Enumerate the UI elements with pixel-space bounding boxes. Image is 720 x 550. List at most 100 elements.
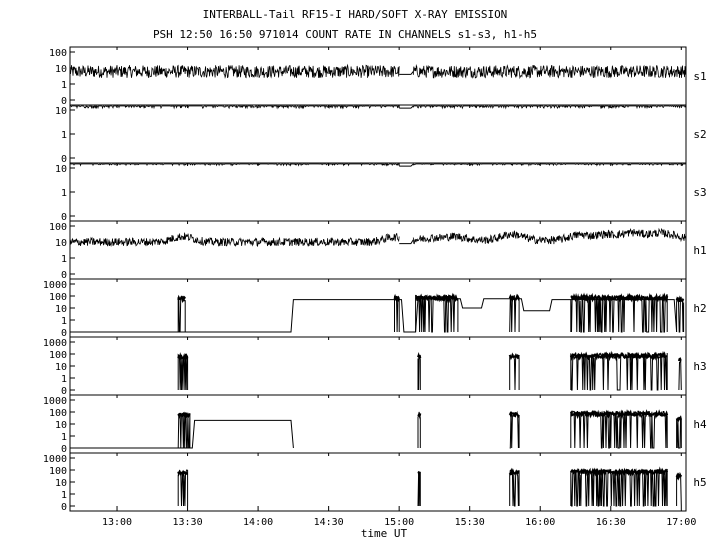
y-tick-label-s3: 1 xyxy=(61,188,67,199)
y-tick-label-h3: 10 xyxy=(55,362,67,373)
channel-label-h2: h2 xyxy=(693,302,706,315)
panel-frame xyxy=(69,278,687,338)
x-tick-label: 15:30 xyxy=(455,517,485,528)
y-tick-label-h3: 0 xyxy=(61,386,67,397)
series-line-h1 xyxy=(69,232,400,248)
x-tick-label: 15:00 xyxy=(384,517,414,528)
y-tick-label-h4: 10 xyxy=(55,420,67,431)
series-line-s3 xyxy=(70,162,400,167)
y-tick-label-s2: 0 xyxy=(61,154,67,165)
y-tick-label-h5: 1 xyxy=(61,490,67,501)
series-step-s2 xyxy=(399,105,414,109)
y-tick-label-h4: 1 xyxy=(61,432,67,443)
panels-group: 1001010s11010s21010s31001010h11000100101… xyxy=(43,46,707,513)
series-burst-top-h5 xyxy=(570,466,669,478)
series-burst-top-h4 xyxy=(675,416,683,422)
y-tick-label-h2: 0 xyxy=(61,328,67,339)
series-line-s2 xyxy=(70,104,400,110)
series-burst-h5 xyxy=(417,471,421,507)
y-tick-label-h2: 10 xyxy=(55,304,67,315)
series-burst-top-h3 xyxy=(569,350,668,362)
series-line-s3 xyxy=(412,163,686,167)
series-burst-h3 xyxy=(509,353,520,391)
series-burst-top-h2 xyxy=(570,292,669,304)
series-burst-top-h2 xyxy=(675,295,685,303)
channel-label-s2: s2 xyxy=(693,128,706,141)
y-tick-label-h5: 0 xyxy=(61,502,67,513)
series-step-s1 xyxy=(399,71,414,75)
y-tick-label-h5: 100 xyxy=(49,466,67,477)
channel-label-s3: s3 xyxy=(693,186,706,199)
y-tick-label-s2: 1 xyxy=(61,130,67,141)
x-tick-label: 13:00 xyxy=(102,517,132,528)
series-burst-top-h5 xyxy=(508,467,520,478)
series-burst-top-h3 xyxy=(508,352,520,360)
series-burst-top-h2 xyxy=(393,293,401,303)
x-axis: 13:00 13:30 14:00 14:30 15:00 15:30 16:00 16:30… xyxy=(102,47,696,528)
channel-label-s1: s1 xyxy=(693,70,706,83)
y-tick-label-h5: 10 xyxy=(55,478,67,489)
series-burst-top-h2 xyxy=(415,292,459,304)
y-tick-label-h2: 1 xyxy=(61,316,67,327)
x-axis-label: time UT xyxy=(361,527,408,540)
channel-label-h4: h4 xyxy=(693,418,707,431)
y-tick-label-h5: 1000 xyxy=(43,454,67,465)
y-tick-label-h1: 10 xyxy=(55,238,67,249)
series-burst-h2 xyxy=(415,293,459,333)
series-burst-top-h3 xyxy=(677,357,682,362)
series-burst-top-h3 xyxy=(417,351,422,361)
series-burst-top-h4 xyxy=(177,411,191,420)
series-line-h1 xyxy=(412,227,687,245)
series-burst-top-h4 xyxy=(570,409,669,420)
series-burst-top-h5 xyxy=(417,470,421,478)
y-tick-label-h3: 100 xyxy=(49,350,67,361)
series-burst-h2 xyxy=(177,295,186,333)
channel-label-h5: h5 xyxy=(693,476,706,489)
panel-frame xyxy=(69,104,687,164)
series-step-h4 xyxy=(70,419,294,449)
series-burst-top-h4 xyxy=(417,411,422,420)
series-burst-h4 xyxy=(177,412,191,449)
y-tick-label-h1: 1 xyxy=(61,254,67,265)
y-tick-label-s1: 1 xyxy=(61,80,67,91)
series-burst-h3 xyxy=(417,355,421,391)
series-burst-top-h2 xyxy=(508,293,520,302)
x-tick-label: 16:00 xyxy=(525,517,555,528)
chart-subtitle: PSH 12:50 16:50 971014 COUNT RATE IN CHA… xyxy=(153,28,537,41)
panel-frame xyxy=(69,394,687,454)
y-tick-label-s1: 0 xyxy=(61,96,67,107)
y-tick-label-h4: 1000 xyxy=(43,396,67,407)
y-tick-label-h2: 1000 xyxy=(43,280,67,291)
series-burst-top-h4 xyxy=(508,411,520,420)
series-burst-top-h3 xyxy=(177,352,189,361)
x-tick-label: 16:30 xyxy=(596,517,626,528)
channel-label-h1: h1 xyxy=(693,244,706,257)
y-tick-label-h4: 0 xyxy=(61,444,67,455)
y-tick-label-s1: 10 xyxy=(55,64,67,75)
y-tick-label-s3: 0 xyxy=(61,212,67,223)
series-burst-h5 xyxy=(570,467,668,507)
x-tick-label: 14:00 xyxy=(243,517,273,528)
series-burst-top-h5 xyxy=(177,469,189,478)
panel-frame xyxy=(69,220,687,280)
series-step-s3 xyxy=(399,163,414,167)
channel-label-h3: h3 xyxy=(693,360,706,373)
series-line-s2 xyxy=(412,104,686,110)
x-tick-label: 13:30 xyxy=(173,517,203,528)
series-burst-h3 xyxy=(678,359,682,391)
y-tick-label-h1: 100 xyxy=(49,222,67,233)
series-step-h1 xyxy=(399,239,414,245)
y-tick-label-s3: 10 xyxy=(55,164,67,175)
series-burst-top-h2 xyxy=(177,294,186,304)
series-burst-top-h5 xyxy=(675,472,683,481)
x-tick-label: 14:30 xyxy=(314,517,344,528)
panel-frame xyxy=(69,162,687,222)
y-tick-label-h4: 100 xyxy=(49,408,67,419)
series-burst-h4 xyxy=(676,415,682,449)
series-line-s1 xyxy=(69,63,400,79)
